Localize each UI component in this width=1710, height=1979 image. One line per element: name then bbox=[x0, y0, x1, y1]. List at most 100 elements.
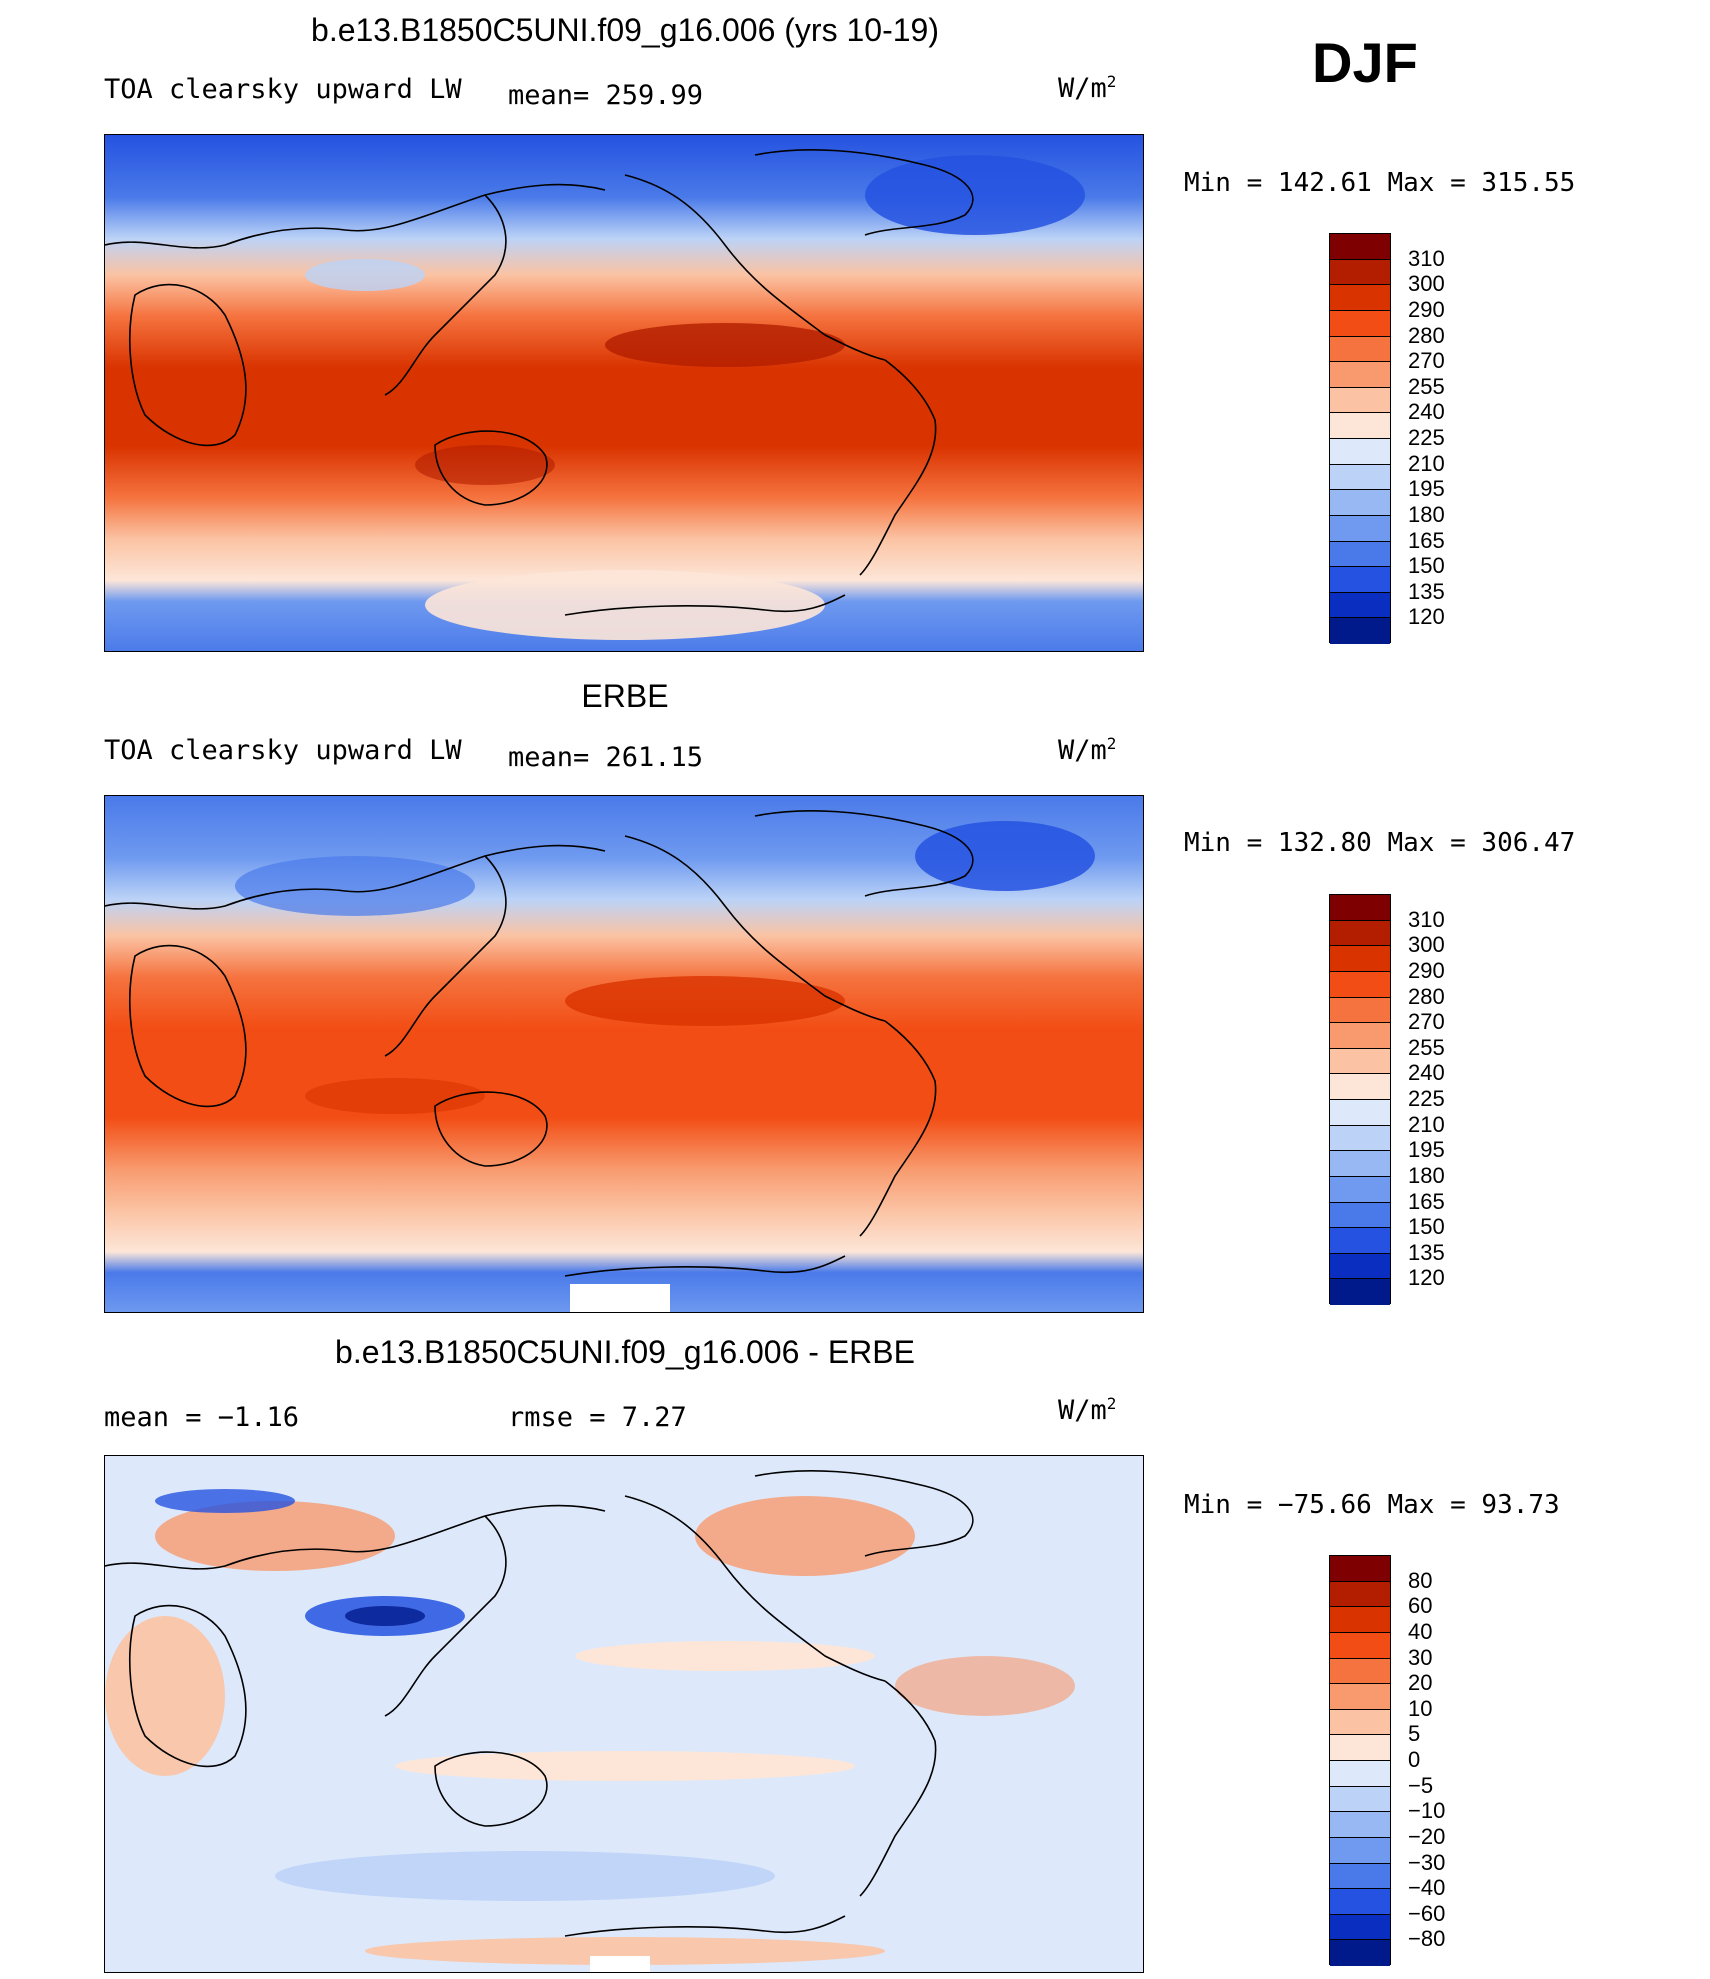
colorbar-segment bbox=[1330, 310, 1390, 337]
colorbar-tick-label: 150 bbox=[1408, 1214, 1445, 1240]
colorbar-segment bbox=[1330, 1151, 1390, 1177]
colorbar-segment bbox=[1330, 1761, 1390, 1787]
colorbar-segment bbox=[1330, 1735, 1390, 1761]
colorbar-segment bbox=[1330, 567, 1390, 593]
season-label: DJF bbox=[1312, 31, 1418, 94]
colorbar-segment bbox=[1330, 387, 1390, 414]
panel-3-colorbar bbox=[1329, 1555, 1391, 1966]
colorbar-tick-label: 5 bbox=[1408, 1721, 1421, 1747]
colorbar-segment bbox=[1330, 490, 1390, 516]
colorbar-segment bbox=[1330, 1100, 1390, 1126]
panel-1-minmax: Min = 142.61 Max = 315.55 bbox=[1184, 168, 1576, 198]
colorbar-tick-label: 270 bbox=[1408, 348, 1445, 374]
colorbar-tick-label: 210 bbox=[1408, 450, 1445, 476]
colorbar-segment bbox=[1330, 895, 1390, 921]
panel-3-mean-label: mean = −1.16 bbox=[104, 1402, 300, 1433]
panel-2-map-field bbox=[105, 796, 1143, 1312]
panel-1-colorbar bbox=[1329, 233, 1391, 644]
colorbar-tick-label: 150 bbox=[1408, 553, 1445, 579]
colorbar-segment bbox=[1330, 234, 1390, 260]
panel-2-map bbox=[104, 795, 1144, 1313]
panel-3-map-field bbox=[105, 1456, 1143, 1972]
colorbar-segment bbox=[1330, 439, 1390, 465]
colorbar-tick-label: 0 bbox=[1408, 1747, 1421, 1772]
colorbar-tick-label: 135 bbox=[1408, 1239, 1445, 1265]
colorbar-tick-label: 165 bbox=[1408, 527, 1445, 553]
colorbar-tick-label: 240 bbox=[1408, 1060, 1445, 1086]
panel-2-units: W/m2 bbox=[1058, 734, 1117, 766]
colorbar-segment bbox=[1330, 1581, 1390, 1608]
colorbar-tick-label: 300 bbox=[1408, 932, 1445, 958]
colorbar-segment bbox=[1330, 1202, 1390, 1229]
colorbar-tick-label: 290 bbox=[1408, 296, 1445, 322]
colorbar-segment bbox=[1330, 1812, 1390, 1838]
colorbar-segment bbox=[1330, 1863, 1390, 1890]
panel-2-minmax: Min = 132.80 Max = 306.47 bbox=[1184, 828, 1576, 858]
colorbar-segment bbox=[1330, 592, 1390, 619]
colorbar-tick-label: 280 bbox=[1408, 322, 1445, 348]
colorbar-segment bbox=[1330, 1632, 1390, 1659]
colorbar-segment bbox=[1330, 1940, 1390, 1966]
colorbar-tick-label: 10 bbox=[1408, 1695, 1433, 1721]
panel-3-rmse-label: rmse = 7.27 bbox=[508, 1402, 687, 1433]
colorbar-tick-label: 310 bbox=[1408, 906, 1445, 932]
colorbar-segment bbox=[1330, 1279, 1390, 1305]
panel-3-units: W/m2 bbox=[1058, 1394, 1117, 1426]
colorbar-tick-label: −40 bbox=[1408, 1875, 1446, 1901]
colorbar-segment bbox=[1330, 1709, 1390, 1736]
colorbar-segment bbox=[1330, 1023, 1390, 1049]
colorbar-tick-label: 120 bbox=[1408, 604, 1445, 630]
colorbar-segment bbox=[1330, 946, 1390, 972]
panel-2-colorbar bbox=[1329, 894, 1391, 1305]
colorbar-segment bbox=[1330, 1125, 1390, 1152]
colorbar-segment bbox=[1330, 618, 1390, 644]
colorbar-segment bbox=[1330, 413, 1390, 439]
colorbar-tick-label: 180 bbox=[1408, 1162, 1445, 1188]
panel-1-map-field bbox=[105, 135, 1143, 651]
colorbar-tick-label: 280 bbox=[1408, 983, 1445, 1009]
colorbar-tick-label: 210 bbox=[1408, 1111, 1445, 1137]
colorbar-tick-label: 195 bbox=[1408, 476, 1445, 502]
colorbar-segment bbox=[1330, 1228, 1390, 1254]
panel-1-mean-label: mean= 259.99 bbox=[508, 80, 704, 111]
colorbar-segment bbox=[1330, 541, 1390, 568]
panel-1-variable-label: TOA clearsky upward LW bbox=[104, 74, 462, 105]
colorbar-segment bbox=[1330, 259, 1390, 286]
colorbar-segment bbox=[1330, 1074, 1390, 1100]
colorbar-tick-label: 300 bbox=[1408, 271, 1445, 297]
colorbar-tick-label: 135 bbox=[1408, 578, 1445, 604]
colorbar-segment bbox=[1330, 1684, 1390, 1710]
colorbar-segment bbox=[1330, 1914, 1390, 1941]
colorbar-tick-label: 255 bbox=[1408, 373, 1445, 399]
panel-1-map bbox=[104, 134, 1144, 652]
panel-2-mean-label: mean= 261.15 bbox=[508, 742, 704, 773]
colorbar-tick-label: 80 bbox=[1408, 1567, 1433, 1593]
colorbar-tick-label: −10 bbox=[1408, 1798, 1446, 1824]
colorbar-segment bbox=[1330, 285, 1390, 311]
colorbar-segment bbox=[1330, 971, 1390, 998]
panel-3-title: b.e13.B1850C5UNI.f09_g16.006 - ERBE bbox=[335, 1334, 915, 1370]
colorbar-segment bbox=[1330, 464, 1390, 491]
colorbar-segment bbox=[1330, 1786, 1390, 1813]
colorbar-segment bbox=[1330, 1176, 1390, 1203]
colorbar-tick-label: 225 bbox=[1408, 1086, 1445, 1111]
panel-1-title: b.e13.B1850C5UNI.f09_g16.006 (yrs 10-19) bbox=[311, 12, 939, 48]
colorbar-tick-label: −30 bbox=[1408, 1849, 1446, 1875]
colorbar-segment bbox=[1330, 1837, 1390, 1864]
colorbar-tick-label: 180 bbox=[1408, 501, 1445, 527]
panel-2-title: ERBE bbox=[581, 678, 669, 714]
colorbar-tick-label: 225 bbox=[1408, 425, 1445, 450]
panel-2-variable-label: TOA clearsky upward LW bbox=[104, 735, 462, 766]
colorbar-segment bbox=[1330, 1889, 1390, 1915]
colorbar-tick-label: 255 bbox=[1408, 1034, 1445, 1060]
colorbar-segment bbox=[1330, 362, 1390, 388]
colorbar-segment bbox=[1330, 1253, 1390, 1280]
colorbar-tick-label: 120 bbox=[1408, 1265, 1445, 1291]
colorbar-segment bbox=[1330, 515, 1390, 542]
colorbar-segment bbox=[1330, 1556, 1390, 1582]
colorbar-tick-label: 290 bbox=[1408, 957, 1445, 983]
colorbar-tick-label: 40 bbox=[1408, 1618, 1433, 1644]
colorbar-segment bbox=[1330, 920, 1390, 947]
colorbar-tick-label: 195 bbox=[1408, 1137, 1445, 1163]
colorbar-segment bbox=[1330, 1048, 1390, 1075]
